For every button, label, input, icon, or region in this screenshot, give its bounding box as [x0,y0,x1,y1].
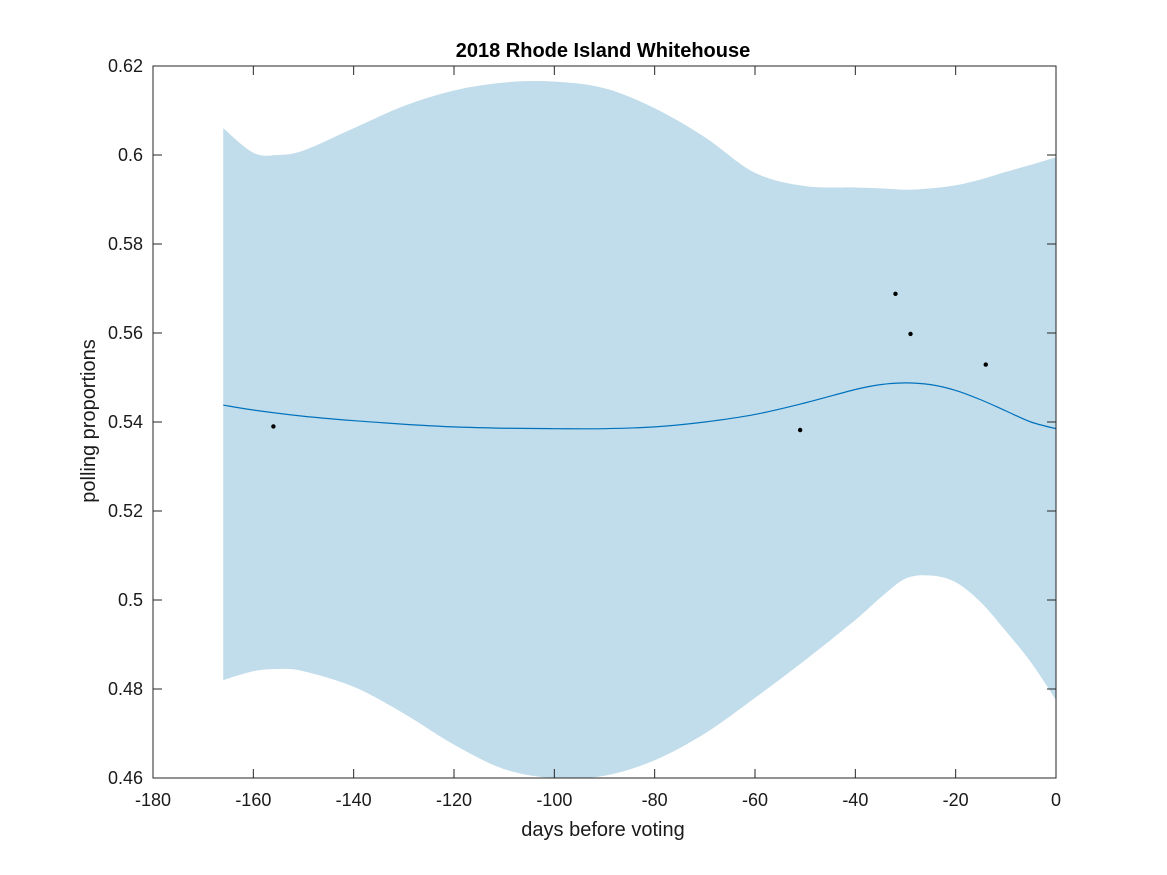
y-tick-label: 0.54 [108,412,143,432]
x-tick-label: -140 [336,790,372,810]
y-tick-label: 0.56 [108,323,143,343]
poll-point [983,362,988,367]
x-tick-label: -80 [642,790,668,810]
y-tick-label: 0.58 [108,234,143,254]
y-axis-label: polling proportions [78,339,100,502]
y-tick-label: 0.52 [108,501,143,521]
x-tick-label: 0 [1051,790,1061,810]
chart-title: 2018 Rhode Island Whitehouse [456,40,751,62]
trend-line [223,382,1057,430]
x-tick-label: -20 [943,790,969,810]
data-points-layer [271,291,988,433]
x-tick-label: -120 [436,790,472,810]
x-axis-label: days before voting [521,819,684,841]
y-tick-label: 0.5 [118,590,143,610]
poll-point [908,331,913,337]
x-tick-label: -60 [742,790,768,810]
tick-labels-layer: -180 -160 -140 -120 -100 -80 -60 -40 -20 0 0.46 0.4… [108,56,1061,810]
axes-layer [152,65,1057,779]
y-tick-label: 0.48 [108,679,143,699]
x-tick-label: -40 [842,790,868,810]
x-tick-label: -180 [135,790,171,810]
y-tick-label: 0.6 [118,145,143,165]
poll-point [893,291,898,297]
y-tick-label: 0.62 [108,56,143,76]
trend-line-layer [223,382,1057,430]
y-tick-label: 0.46 [108,768,143,788]
confidence-band [223,81,1057,779]
poll-point [271,424,276,429]
x-tick-label: -160 [235,790,271,810]
confidence-band-layer [223,81,1057,779]
poll-point [797,427,803,433]
x-tick-label: -100 [536,790,572,810]
